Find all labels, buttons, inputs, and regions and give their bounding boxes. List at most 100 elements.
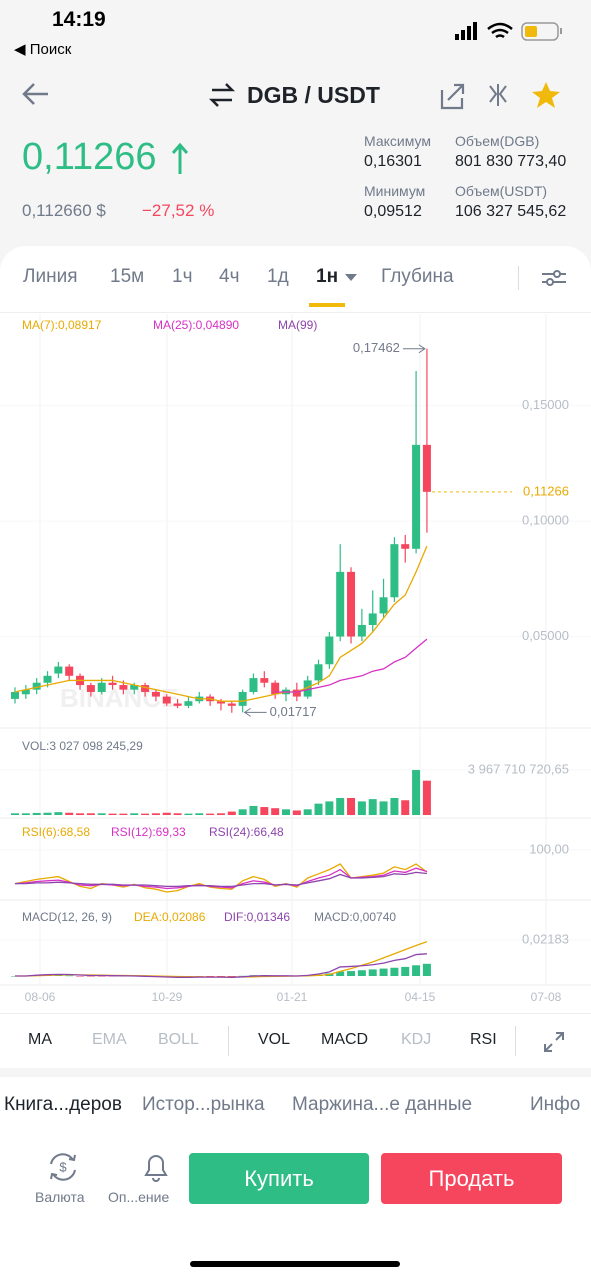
volume-bar (11, 813, 19, 815)
legend: MACD:0,00740 (314, 910, 396, 924)
candle-body (412, 444, 421, 549)
candle-body (119, 685, 128, 690)
high-label: 0,17462 (353, 340, 400, 355)
volume-bar (282, 809, 290, 815)
macd-bar (206, 976, 215, 977)
price-change: −27,52 % (142, 201, 215, 220)
volume-bar (325, 801, 334, 815)
tab[interactable]: 1д (267, 266, 289, 287)
volume-bar (422, 780, 431, 815)
y-tick-label: 0,02183 (522, 931, 569, 946)
volume-bar (141, 813, 150, 815)
tab[interactable]: 1ч (172, 266, 193, 287)
expand-icon[interactable] (542, 1030, 566, 1054)
stat-value: 0,09512 (364, 203, 422, 220)
y-tick-label: 0,15000 (522, 397, 569, 412)
volume-bar (162, 812, 171, 815)
section-tab[interactable]: Истор...рынка (142, 1094, 265, 1115)
candle-body (184, 701, 193, 706)
pair-title: DGB / USDT (247, 82, 380, 108)
indicator[interactable]: RSI (470, 1031, 497, 1048)
tab[interactable]: 15м (110, 266, 145, 287)
volume-bar (249, 805, 258, 815)
sell-button[interactable]: Продать (381, 1153, 562, 1204)
settings-icon[interactable] (540, 266, 568, 290)
volume-bar (347, 797, 356, 815)
y-tick-label: 3 967 710 720,65 (468, 761, 569, 776)
x-tick-label: 04-15 (405, 990, 436, 1004)
stat-label: Объем(USDT) (455, 183, 548, 199)
macd-bar (368, 969, 377, 976)
macd-bar (401, 966, 410, 976)
volume-bar (54, 812, 63, 815)
macd-bar (336, 971, 345, 976)
tab-underline (309, 303, 345, 307)
divider (228, 1026, 229, 1056)
volume-bar (65, 812, 74, 815)
candle-body (336, 571, 345, 637)
dropdown[interactable] (344, 272, 358, 282)
y-tick-label: 0,05000 (522, 628, 569, 643)
volume-bar (227, 811, 236, 815)
legend: MACD(12, 26, 9) (22, 910, 112, 924)
candle-body (249, 678, 258, 692)
indicator[interactable]: MACD (321, 1031, 369, 1048)
stat-label: Объем(DGB) (455, 133, 540, 149)
header-icons[interactable] (438, 80, 578, 112)
tab[interactable]: Линия (23, 266, 78, 287)
y-tick-label: 0,10000 (522, 513, 569, 528)
dif-line (15, 953, 427, 978)
volume-bar (97, 813, 106, 815)
macd-bar (412, 965, 421, 976)
divider (0, 1013, 591, 1014)
tab[interactable]: Глубина (381, 266, 454, 287)
volume-bar (357, 801, 366, 815)
macd-bar (390, 967, 399, 976)
volume-bar (32, 812, 41, 815)
volume-bar (379, 801, 388, 815)
volume-bar (151, 813, 160, 815)
divider (0, 312, 591, 313)
volume-bar (86, 813, 95, 815)
indicator[interactable]: MA (28, 1031, 52, 1048)
candle-body (65, 666, 74, 676)
tab-active[interactable]: 1н (316, 266, 339, 287)
action-label[interactable]: Оп...ение (108, 1189, 170, 1205)
volume-bar (314, 803, 323, 815)
swap-icon[interactable] (208, 82, 236, 108)
indicator[interactable]: KDJ (401, 1031, 432, 1048)
back-arrow[interactable] (20, 80, 52, 108)
last-price-label: 0,11266 (523, 483, 569, 498)
buy-button[interactable]: Купить (189, 1153, 369, 1204)
back-link[interactable]: ◀ Поиск (14, 41, 72, 58)
section-tab[interactable]: Книга...деров (4, 1094, 122, 1115)
candle-body (21, 689, 30, 695)
legend: MA(25):0,04890 (153, 318, 239, 332)
action-label[interactable]: Валюта (35, 1189, 85, 1205)
indicator[interactable]: EMA (92, 1031, 127, 1048)
legend: MA(99) (278, 318, 317, 332)
watermark: BINANCE (60, 683, 178, 713)
section-tab[interactable]: Маржина...е данные (292, 1094, 473, 1115)
currency-icon[interactable]: $ (45, 1150, 81, 1184)
bell-icon[interactable] (140, 1150, 172, 1184)
legend: DIF:0,01346 (224, 910, 290, 924)
x-tick-label: 01-21 (277, 990, 308, 1004)
macd-bar (76, 976, 85, 977)
candle-body (54, 666, 63, 674)
tab[interactable]: 4ч (219, 266, 240, 287)
indicator[interactable]: VOL (258, 1031, 291, 1048)
candle-body (97, 682, 106, 692)
candle-body (347, 571, 356, 637)
macd-bar (422, 963, 431, 976)
candle-body (271, 682, 280, 695)
candle-body (141, 685, 150, 692)
stat-value: 106 327 545,62 (455, 203, 567, 220)
indicator[interactable]: BOLL (158, 1031, 199, 1048)
candle-body (260, 678, 269, 683)
macd-bar (86, 976, 95, 977)
section-tab[interactable]: Инфо (530, 1094, 581, 1115)
candle-body (314, 664, 323, 681)
header-bg (0, 0, 591, 270)
legend: RSI(24):66,48 (209, 825, 284, 839)
